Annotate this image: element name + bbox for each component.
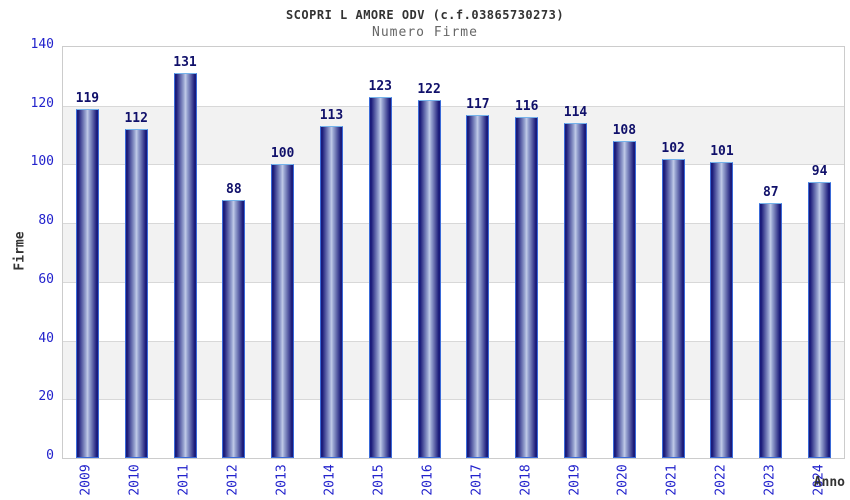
y-tick-label: 40	[38, 330, 54, 346]
bar-2019	[564, 123, 588, 458]
x-tick-label: 2010	[127, 464, 143, 496]
y-tick-label: 20	[38, 389, 54, 405]
bar-value-label: 94	[811, 164, 828, 180]
gridline	[63, 164, 844, 166]
bar-2017	[466, 114, 490, 458]
bar-value-label: 108	[612, 122, 637, 138]
x-tick-label: 2018	[518, 464, 534, 496]
bar-2012	[222, 199, 246, 458]
x-tick-label: 2014	[322, 464, 338, 496]
plot-area: 119 112 131 88 100 113 123 122 117 116 114 108 102 10…	[62, 46, 845, 459]
bar-2016	[417, 99, 441, 458]
bar-value-label: 112	[124, 111, 148, 127]
gridline	[63, 223, 844, 225]
chart-subtitle: Numero Firme	[372, 25, 478, 40]
gridline	[63, 340, 844, 342]
y-tick-label: 80	[38, 213, 54, 229]
bar-2018	[515, 117, 539, 458]
bar-value-label: 114	[563, 105, 588, 121]
bar-2013	[271, 164, 295, 458]
y-axis-title: Firme	[12, 231, 28, 271]
bar-2009	[75, 108, 99, 458]
x-tick-label: 2012	[225, 464, 241, 496]
bar-value-label: 123	[368, 78, 393, 94]
x-axis-title: Anno	[813, 475, 845, 490]
bar-2011	[173, 73, 197, 458]
bar-2022	[710, 161, 734, 458]
bar-2014	[319, 126, 343, 458]
chart-title: SCOPRI L AMORE ODV (c.f.03865730273)	[285, 8, 565, 22]
bar-value-label: 131	[173, 55, 197, 71]
bar-value-label: 119	[75, 90, 100, 106]
bar-value-label: 116	[514, 99, 539, 115]
x-tick-label: 2019	[567, 464, 583, 496]
gridline	[63, 281, 844, 283]
bar-value-label: 87	[762, 184, 779, 200]
bar-2020	[612, 140, 636, 458]
x-tick-label: 2016	[420, 464, 436, 496]
y-tick-label: 120	[30, 95, 54, 111]
bar-value-label: 88	[226, 181, 242, 197]
x-tick-label: 2022	[713, 464, 729, 496]
x-tick-label: 2023	[762, 464, 778, 496]
bar-2023	[759, 202, 783, 458]
gridline	[63, 399, 844, 401]
y-tick-label: 60	[38, 271, 54, 287]
y-tick-label: 100	[30, 154, 54, 170]
x-tick-label: 2017	[469, 464, 485, 496]
bar-value-label: 100	[270, 146, 295, 162]
bar-value-label: 101	[710, 143, 734, 159]
bar-2015	[368, 96, 392, 458]
bar-2024	[808, 182, 832, 458]
bar-value-label: 122	[417, 81, 441, 97]
x-tick-label: 2013	[274, 464, 290, 496]
x-tick-label: 2020	[615, 464, 631, 496]
bar-value-label: 102	[661, 140, 685, 156]
bar-2010	[124, 129, 148, 458]
y-tick-label: 140	[30, 37, 54, 52]
bar-value-label: 113	[319, 108, 344, 124]
x-tick-label: 2015	[371, 464, 387, 496]
bar-2021	[661, 158, 685, 458]
x-tick-label: 2021	[664, 464, 680, 496]
gridline	[63, 105, 844, 107]
bar-value-label: 117	[466, 96, 490, 112]
y-tick-label: 0	[46, 448, 54, 463]
x-tick-label: 2011	[176, 464, 192, 496]
x-tick-label: 2009	[78, 464, 94, 496]
